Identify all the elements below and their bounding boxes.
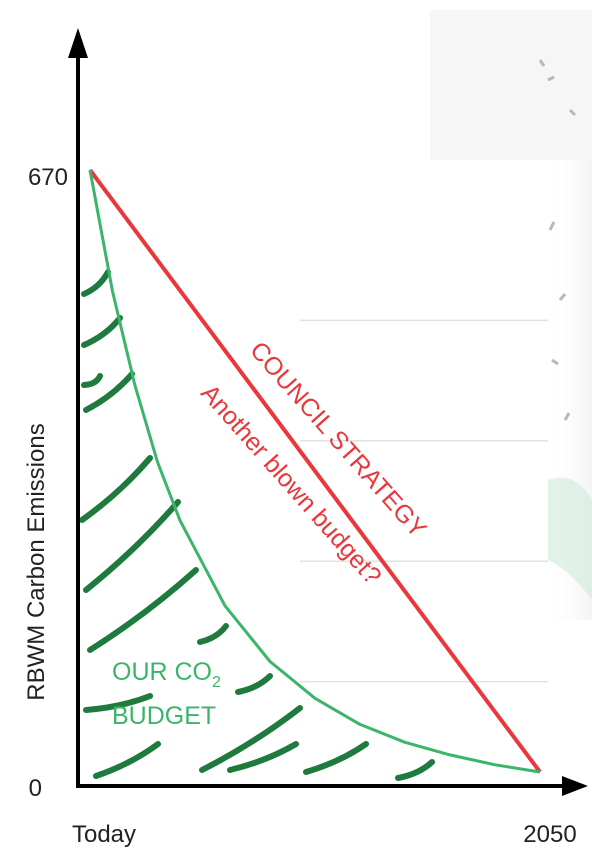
- y-axis-arrow: [68, 28, 88, 58]
- hatch-stroke-2: [83, 371, 135, 413]
- hatch-stroke-14: [81, 373, 103, 388]
- y-axis-label: RBWM Carbon Emissions: [23, 423, 50, 700]
- x-axis-arrow: [562, 776, 588, 796]
- hatch-stroke-13: [395, 759, 435, 781]
- our-budget-label: OUR CO2: [112, 658, 221, 691]
- budget-label: BUDGET: [112, 702, 216, 730]
- hatch-stroke-11: [227, 741, 299, 773]
- blown-budget-label: Another blown budget?: [195, 379, 386, 590]
- axes: [68, 28, 588, 796]
- hatch-stroke-4: [83, 499, 181, 593]
- y-tick-label-bottom: 0: [29, 775, 42, 802]
- hatch-stroke-3: [79, 455, 153, 523]
- council-strategy-label: COUNCIL STRATEGY: [244, 336, 432, 543]
- gridlines: [300, 319, 548, 683]
- series-line-council-strategy: [88, 168, 542, 774]
- series-layer: [88, 168, 542, 774]
- hatch-stroke-7: [93, 741, 161, 779]
- hatch-stroke-8: [197, 623, 229, 645]
- hatch-stroke-1: [81, 315, 123, 348]
- budget-hatching: [79, 269, 435, 781]
- hatch-stroke-10: [199, 705, 303, 773]
- hatch-stroke-5: [87, 567, 199, 653]
- background-photo: [430, 10, 592, 620]
- hatch-stroke-0: [81, 269, 111, 297]
- y-tick-label-top: 670: [28, 164, 68, 191]
- co2-subscript: 2: [212, 674, 221, 691]
- series-line-our-budget: [88, 169, 541, 774]
- hatch-stroke-9: [235, 673, 273, 695]
- our-co-text: OUR CO: [112, 658, 212, 686]
- x-tick-label-end: 2050: [523, 821, 576, 848]
- x-tick-label-start: Today: [72, 821, 136, 848]
- hatch-stroke-12: [303, 741, 369, 775]
- hatch-stroke-6: [83, 693, 153, 713]
